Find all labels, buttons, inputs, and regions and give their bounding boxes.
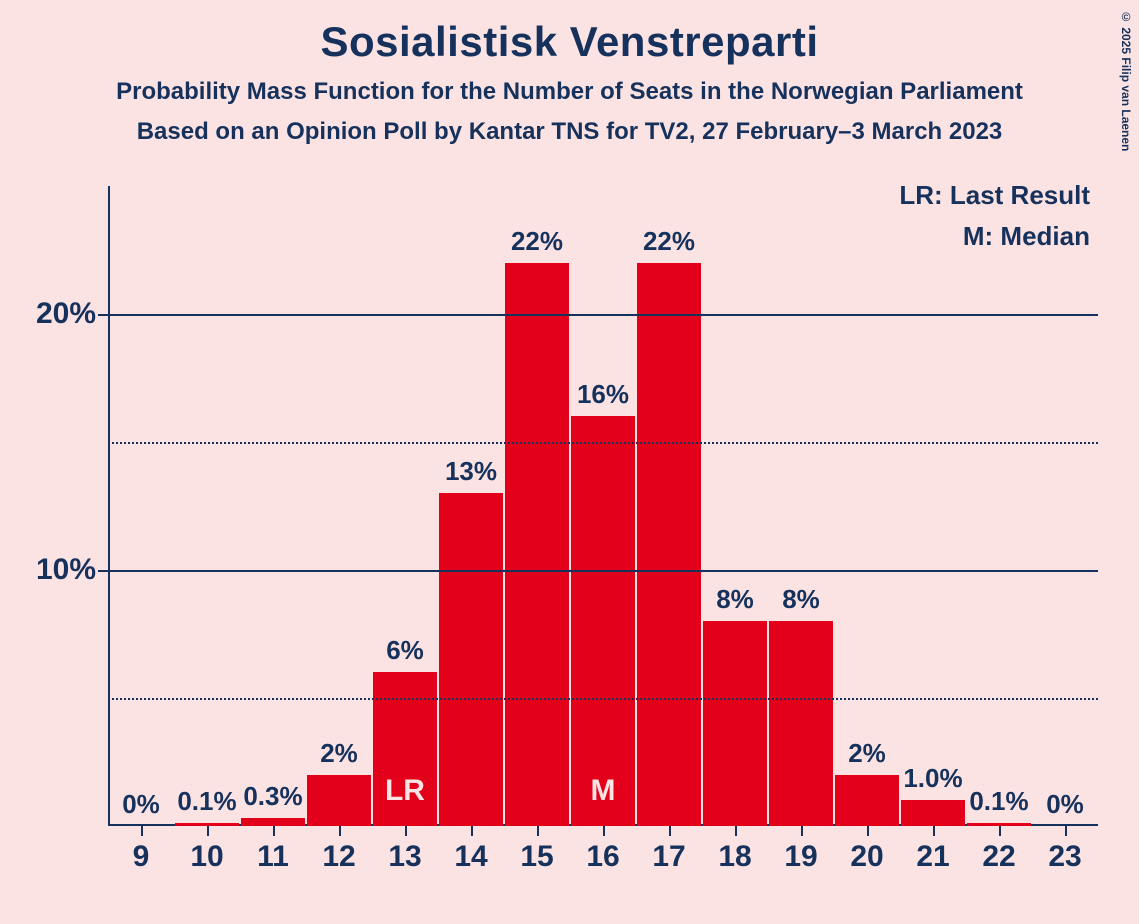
bar-value-label: 1.0% (903, 763, 962, 794)
x-axis-label: 14 (454, 840, 487, 874)
bar-value-label: 16% (577, 379, 629, 410)
x-tick (999, 826, 1001, 836)
x-tick (141, 826, 143, 836)
y-tick (98, 314, 108, 316)
x-tick (273, 826, 275, 836)
x-axis-label: 18 (718, 840, 751, 874)
bar-slot: 0%23 (1032, 186, 1098, 826)
x-axis-label: 17 (652, 840, 685, 874)
bar-value-label: 0% (1046, 789, 1084, 820)
bar: 16%M (571, 416, 634, 826)
x-axis-label: 21 (916, 840, 949, 874)
bar: 22% (637, 263, 700, 826)
bar-slot: 0.3%11 (240, 186, 306, 826)
bar: 8% (703, 621, 766, 826)
bar: 6%LR (373, 672, 436, 826)
y-axis-label: 10% (36, 553, 96, 587)
x-axis-label: 13 (388, 840, 421, 874)
bar-slot: 16%M16 (570, 186, 636, 826)
median-mark: M (590, 774, 615, 808)
x-tick (537, 826, 539, 836)
bar-slot: 0.1%22 (966, 186, 1032, 826)
grid-major (108, 314, 1098, 316)
bar-slot: 22%17 (636, 186, 702, 826)
bar-slot: 8%18 (702, 186, 768, 826)
x-axis-label: 19 (784, 840, 817, 874)
x-tick (471, 826, 473, 836)
y-tick (98, 570, 108, 572)
bar-value-label: 8% (782, 584, 820, 615)
bar-value-label: 0.1% (177, 786, 236, 817)
x-tick (405, 826, 407, 836)
last-result-mark: LR (385, 774, 425, 808)
bar-value-label: 22% (643, 226, 695, 257)
bar-slot: 2%12 (306, 186, 372, 826)
bar-value-label: 8% (716, 584, 754, 615)
bar-slot: 2%20 (834, 186, 900, 826)
bar-value-label: 6% (386, 635, 424, 666)
bar: 8% (769, 621, 832, 826)
x-axis-label: 22 (982, 840, 1015, 874)
bar: 13% (439, 493, 502, 826)
grid-major (108, 570, 1098, 572)
bar-value-label: 13% (445, 456, 497, 487)
x-axis-label: 12 (322, 840, 355, 874)
bar-slot: 13%14 (438, 186, 504, 826)
bar-slot: 22%15 (504, 186, 570, 826)
x-axis-label: 16 (586, 840, 619, 874)
bar-value-label: 22% (511, 226, 563, 257)
x-axis-label: 9 (133, 840, 150, 874)
chart-subtitle-1: Probability Mass Function for the Number… (0, 78, 1139, 106)
x-tick (801, 826, 803, 836)
x-axis-label: 15 (520, 840, 553, 874)
bar-value-label: 0.1% (969, 786, 1028, 817)
bar-slot: 8%19 (768, 186, 834, 826)
bar: 2% (835, 775, 898, 826)
y-axis-label: 20% (36, 297, 96, 331)
bar-value-label: 2% (320, 738, 358, 769)
grid-minor (108, 698, 1098, 700)
x-tick (603, 826, 605, 836)
x-tick (207, 826, 209, 836)
x-tick (1065, 826, 1067, 836)
bar-slot: 1.0%21 (900, 186, 966, 826)
bar-value-label: 0% (122, 789, 160, 820)
bar-slot: 6%LR13 (372, 186, 438, 826)
bar: 1.0% (901, 800, 964, 826)
x-tick (933, 826, 935, 836)
x-axis-label: 23 (1048, 840, 1081, 874)
chart-plot-area: LR: Last Result M: Median 0%90.1%100.3%1… (108, 186, 1098, 826)
x-tick (669, 826, 671, 836)
copyright-text: © 2025 Filip van Laenen (1119, 10, 1133, 151)
bar-value-label: 2% (848, 738, 886, 769)
chart-subtitle-2: Based on an Opinion Poll by Kantar TNS f… (0, 118, 1139, 146)
bar-slot: 0.1%10 (174, 186, 240, 826)
x-tick (867, 826, 869, 836)
bar-value-label: 0.3% (243, 781, 302, 812)
bar-slot: 0%9 (108, 186, 174, 826)
x-tick (735, 826, 737, 836)
bar: 0.3% (241, 818, 304, 826)
x-axis-label: 10 (190, 840, 223, 874)
bar: 2% (307, 775, 370, 826)
chart-title: Sosialistisk Venstreparti (0, 0, 1139, 66)
bars-container: 0%90.1%100.3%112%126%LR1313%1422%1516%M1… (108, 186, 1098, 826)
grid-minor (108, 442, 1098, 444)
x-tick (339, 826, 341, 836)
bar: 22% (505, 263, 568, 826)
x-axis-label: 11 (257, 840, 289, 874)
x-axis-label: 20 (850, 840, 883, 874)
